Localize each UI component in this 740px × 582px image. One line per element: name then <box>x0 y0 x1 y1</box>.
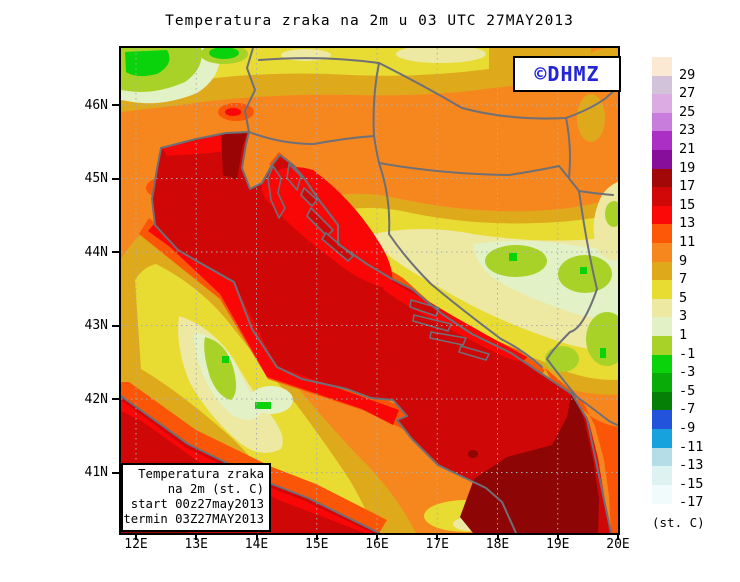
legend-value-label: 25 <box>679 103 696 120</box>
legend-value-label: -5 <box>679 382 696 399</box>
legend-value-label: 19 <box>679 159 696 176</box>
run-info-line: na 2m (st. C) <box>167 482 264 496</box>
legend-value-label: 11 <box>679 234 696 250</box>
lon-axis-label: 16E <box>365 537 389 552</box>
lat-axis-label: 45N <box>84 171 108 186</box>
legend-swatch <box>652 131 672 151</box>
temperature-legend: 29 27 25 23 21 19 17 15 13 11 9 7 5 3 1 -1 -3 -5 -7 -9 -11 -1… <box>652 57 740 537</box>
country-borders <box>244 48 618 427</box>
legend-swatch <box>652 298 672 318</box>
legend-swatch <box>652 261 672 281</box>
map-frame <box>119 46 620 535</box>
lon-axis-label: 19E <box>546 537 570 552</box>
lat-axis-label: 41N <box>84 465 108 480</box>
lat-axis-label: 43N <box>84 318 108 333</box>
legend-swatch <box>652 336 672 355</box>
legend-value-label: 7 <box>679 271 688 288</box>
lon-tick <box>617 533 619 540</box>
lon-axis-label: 15E <box>305 537 329 552</box>
lat-tick <box>112 398 119 400</box>
legend-value-label: -15 <box>679 475 704 492</box>
legend-swatch <box>652 484 672 504</box>
legend-swatch <box>652 243 672 262</box>
lon-axis-label: 12E <box>124 537 148 552</box>
lon-tick <box>496 533 499 540</box>
legend-value-label: -13 <box>679 457 704 474</box>
legend-swatch <box>652 317 672 337</box>
legend-value-label: 1 <box>679 327 688 343</box>
legend-value-label: 13 <box>679 215 696 232</box>
lat-axis-label: 44N <box>84 244 108 260</box>
temperature-map <box>121 48 618 533</box>
temperature-field <box>121 48 618 533</box>
graticule-gridlines <box>121 48 618 533</box>
legend-value-label: -1 <box>679 345 696 362</box>
legend-value-label: 17 <box>679 178 696 195</box>
legend-value-label: 21 <box>679 141 696 157</box>
legend-swatch <box>652 112 672 132</box>
lon-axis-label: 13E <box>184 537 208 552</box>
legend-value-label: -7 <box>679 401 696 418</box>
lon-tick <box>135 533 137 540</box>
lat-tick <box>112 324 119 327</box>
legend-swatch <box>652 205 672 225</box>
lat-axis-label: 42N <box>84 391 108 407</box>
lon-tick <box>436 533 439 540</box>
dhmz-watermark-text: ©DHMZ <box>534 62 600 86</box>
legend-swatch <box>652 224 672 244</box>
legend-value-label: 23 <box>679 122 696 139</box>
lat-tick <box>112 471 119 474</box>
legend-value-label: -11 <box>679 438 704 455</box>
lat-tick <box>112 177 119 180</box>
run-info-line: Temperatura zraka <box>138 467 264 481</box>
run-info-line: termin 03Z27MAY2013 <box>123 512 264 526</box>
legend-unit-label: (st. C) <box>652 515 705 531</box>
legend-value-label: -3 <box>679 364 696 381</box>
dhmz-watermark: ©DHMZ <box>513 56 621 92</box>
legend-swatch <box>652 75 672 95</box>
lat-tick <box>112 104 119 106</box>
legend-swatch <box>652 466 672 486</box>
run-info-box: Temperatura zraka na 2m (st. C) start 00… <box>121 463 271 532</box>
lat-axis-label: 46N <box>84 97 108 113</box>
lon-axis-label: 14E <box>244 537 269 552</box>
legend-value-label: -9 <box>679 420 696 436</box>
legend-value-label: 5 <box>679 289 688 306</box>
lon-tick <box>315 533 318 540</box>
page-title: Temperatura zraka na 2m u 03 UTC 27MAY20… <box>165 13 574 29</box>
legend-value-label: 9 <box>679 252 688 269</box>
lon-axis-label: 20E <box>606 537 630 552</box>
lon-tick <box>255 533 258 540</box>
legend-swatch <box>652 150 672 169</box>
legend-swatch <box>652 94 672 114</box>
legend-value-label: 15 <box>679 196 696 213</box>
lon-axis-label: 17E <box>425 537 449 552</box>
run-info-line: start 00z27may2013 <box>130 497 264 511</box>
lon-tick <box>376 533 378 540</box>
legend-swatch <box>652 354 672 374</box>
legend-swatch <box>652 429 672 448</box>
legend-value-label: 27 <box>679 85 696 102</box>
legend-swatch <box>652 447 672 467</box>
lon-tick <box>195 533 198 540</box>
legend-swatch <box>652 280 672 300</box>
legend-value-label: -17 <box>679 494 704 511</box>
legend-swatch <box>652 187 672 207</box>
legend-value-label: 3 <box>679 308 688 325</box>
legend-swatch <box>652 410 672 430</box>
legend-swatch <box>652 373 672 393</box>
legend-value-label: 29 <box>679 66 696 83</box>
lat-tick <box>112 251 119 253</box>
lon-tick <box>556 533 559 540</box>
legend-swatch <box>652 391 672 411</box>
legend-swatch <box>652 168 672 188</box>
legend-swatch <box>652 57 672 76</box>
lon-axis-label: 18E <box>485 537 510 552</box>
